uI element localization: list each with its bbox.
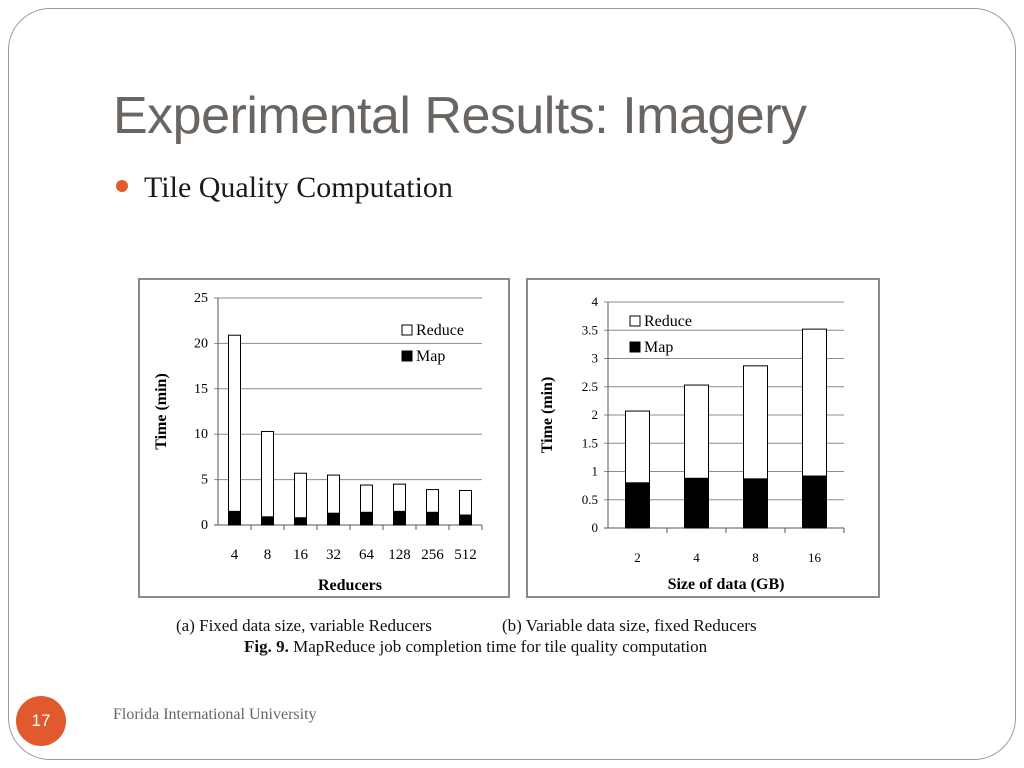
figure-label: Fig. 9. [244,637,289,656]
y-tick-label: 1.5 [582,435,598,450]
caption-b: (b) Variable data size, fixed Reducers [502,616,757,635]
bar-map-16 [294,517,307,526]
y-tick-label: 0 [592,520,599,535]
legend-label-map: Map [416,348,445,365]
x-tick-label: 4 [231,547,239,563]
bar-reduce-16 [802,328,827,477]
x-tick-label: 4 [693,550,700,565]
bar-map-2 [625,482,650,529]
chart-data-size: 0 0.5 1 1.5 2 2.5 3 3.5 4 2 4 8 16 Size of data (GB) T… [526,278,880,598]
x-tick-label: 8 [264,547,272,563]
chart-data-size-svg: 0 0.5 1 1.5 2 2.5 3 3.5 4 2 4 8 16 Size of data (GB) T… [539,294,845,593]
y-axis-title: Time (min) [153,373,170,450]
y-tick-label: 4 [592,294,599,309]
x-tick-label: 512 [454,547,477,563]
bar-map-4 [684,477,709,529]
y-tick-label: 20 [194,336,208,351]
legend-label-map: Map [644,339,673,356]
y-tick-label: 15 [194,382,208,397]
x-tick-label: 16 [293,547,309,563]
y-tick-label: 25 [194,291,208,306]
bar-map-512 [459,514,472,526]
x-axis-title: Reducers [318,577,382,594]
legend-label-reduce: Reduce [416,322,464,339]
y-tick-label: 1 [592,464,599,479]
x-tick-label: 2 [634,550,641,565]
bar-map-32 [327,512,340,526]
y-axis-title: Time (min) [539,377,556,454]
x-tick-label: 8 [752,550,759,565]
bar-reduce-8 [261,430,274,518]
bar-map-16 [802,475,827,529]
bar-reduce-8 [743,365,768,480]
y-tick-label: 0 [201,518,208,533]
page-number: 17 [16,696,66,746]
y-tick-label: 0.5 [582,492,598,507]
y-tick-label: 2 [592,407,599,422]
y-tick-label: 10 [194,427,208,442]
bar-map-4 [228,510,241,526]
x-tick-label: 128 [388,547,411,563]
bar-reduce-512 [459,489,472,516]
chart-reducers-svg: 0 5 10 15 20 25 4 8 16 32 64 128 256 512 Reducers Time … [153,291,483,594]
x-tick-label: 16 [808,550,822,565]
bar-map-8 [743,478,768,529]
legend-swatch-map [401,350,413,362]
bar-map-8 [261,516,274,526]
figure-caption: Fig. 9. MapReduce job completion time fo… [244,637,707,657]
bar-reduce-4 [684,384,709,479]
bar-map-256 [426,511,439,526]
bar-reduce-64 [360,484,373,513]
bullet-dot-icon [116,180,128,192]
slide-title: Experimental Results: Imagery [113,87,807,145]
y-tick-label: 3.5 [582,322,598,337]
legend-label-reduce: Reduce [644,313,692,330]
y-tick-label: 2.5 [582,379,598,394]
y-tick-label: 5 [201,473,208,488]
bar-map-128 [393,510,406,526]
bullet-text: Tile Quality Computation [144,171,453,204]
chart-reducers: 0 5 10 15 20 25 4 8 16 32 64 128 256 512 Reducers Time … [138,278,510,598]
bar-reduce-16 [294,472,307,519]
bar-reduce-32 [327,474,340,514]
footer-text: Florida International University [113,706,317,723]
bar-reduce-2 [625,410,650,484]
legend-swatch-map [629,341,641,353]
bar-reduce-128 [393,483,406,512]
y-tick-label: 3 [592,351,599,366]
slide-frame [8,8,1016,760]
legend-swatch-reduce [629,315,641,327]
bar-reduce-4 [228,334,241,512]
bar-map-64 [360,511,373,526]
legend-swatch-reduce [401,324,413,336]
x-tick-label: 32 [326,547,341,563]
x-axis-title: Size of data (GB) [668,576,785,593]
figure-text: MapReduce job completion time for tile q… [288,637,708,656]
caption-a: (a) Fixed data size, variable Reducers [176,616,432,635]
bar-reduce-256 [426,489,439,513]
x-tick-label: 256 [421,547,444,563]
x-tick-label: 64 [359,547,375,563]
